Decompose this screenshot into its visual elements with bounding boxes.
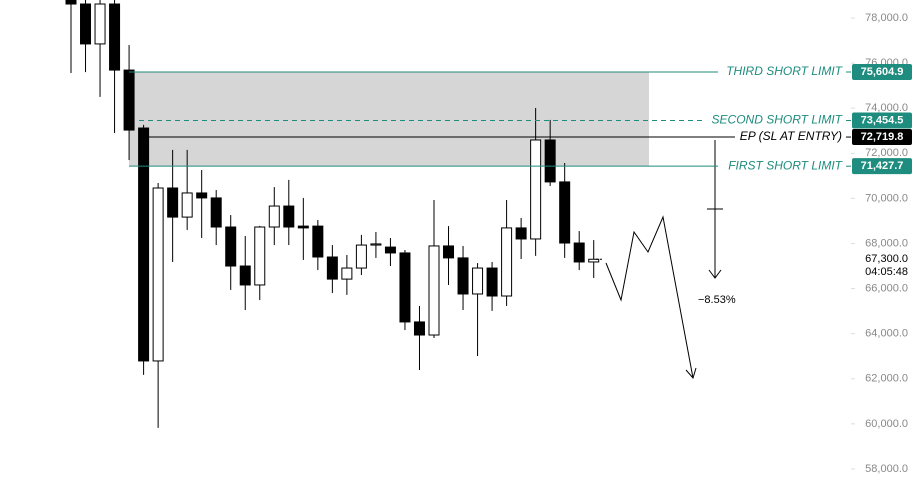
candle-body [326, 256, 338, 280]
level-price-label: 71,427.7 [861, 160, 904, 172]
level-price-label: 75,604.9 [861, 66, 904, 78]
y-tick-label: 78,000.0 [865, 12, 908, 24]
measure-label: −8.53% [698, 294, 736, 306]
candle-body [399, 252, 411, 323]
projection-arrowhead [685, 367, 697, 380]
candle-body [80, 3, 92, 45]
candle-body [254, 226, 266, 286]
candle-body [94, 3, 106, 45]
y-tick-label: 74,000.0 [865, 102, 908, 114]
candle-body [65, 0, 77, 5]
y-tick-label: 70,000.0 [865, 192, 908, 204]
candle-body [268, 205, 280, 228]
measure-arrowhead [708, 269, 722, 279]
candle-body [297, 225, 309, 229]
level-name: THIRD SHORT LIMIT [726, 64, 843, 78]
candle-body [152, 187, 164, 362]
level-price-box [852, 129, 912, 146]
candle-body [239, 265, 251, 286]
y-tick-label: 60,000.0 [865, 418, 908, 430]
level-name: EP (SL AT ENTRY) [740, 129, 842, 143]
candle-body [457, 257, 469, 295]
projection-path [605, 215, 694, 379]
candle-body [413, 321, 425, 336]
candle-body [559, 181, 571, 244]
level-price-box [852, 112, 912, 129]
candle-body [312, 225, 324, 258]
level-price-box [852, 158, 912, 175]
last-price-label: 67,300.0 [865, 253, 908, 265]
candle-body [443, 245, 455, 259]
candle-body [370, 243, 382, 246]
y-tick-label: 62,000.0 [865, 373, 908, 385]
candle-body [283, 205, 295, 228]
level-name: FIRST SHORT LIMIT [728, 158, 843, 172]
candle-body [181, 192, 193, 218]
candle-body [573, 242, 585, 263]
candle-body [515, 227, 527, 240]
candle-body [384, 246, 396, 254]
candle-body [225, 226, 237, 267]
countdown: 04:05:48 [865, 266, 908, 278]
projection [605, 140, 723, 380]
candle-body [341, 267, 353, 280]
short-zone [129, 71, 649, 167]
candle-body [123, 69, 135, 131]
level-name: SECOND SHORT LIMIT [712, 113, 844, 127]
y-tick-label: 58,000.0 [865, 463, 908, 475]
y-tick-label: 64,000.0 [865, 328, 908, 340]
candle-body [501, 227, 513, 297]
level-price-label: 72,719.8 [861, 131, 904, 143]
candle-body [210, 197, 222, 228]
candle-body [530, 139, 542, 240]
candle-body [588, 258, 600, 263]
candle-body [428, 245, 440, 336]
candle-body [355, 244, 367, 269]
candle-body [138, 127, 150, 362]
candle-body [109, 3, 121, 71]
candle-body [167, 187, 179, 218]
level-price-box [852, 63, 912, 80]
candle-body [196, 192, 208, 199]
y-tick-label: 66,000.0 [865, 282, 908, 294]
y-tick-label: 68,000.0 [865, 237, 908, 249]
y-tick-label: 72,000.0 [865, 147, 908, 159]
candle-body [486, 267, 498, 297]
level-price-label: 73,454.5 [861, 114, 904, 126]
candle-body [544, 139, 556, 183]
candle-body [472, 267, 484, 295]
